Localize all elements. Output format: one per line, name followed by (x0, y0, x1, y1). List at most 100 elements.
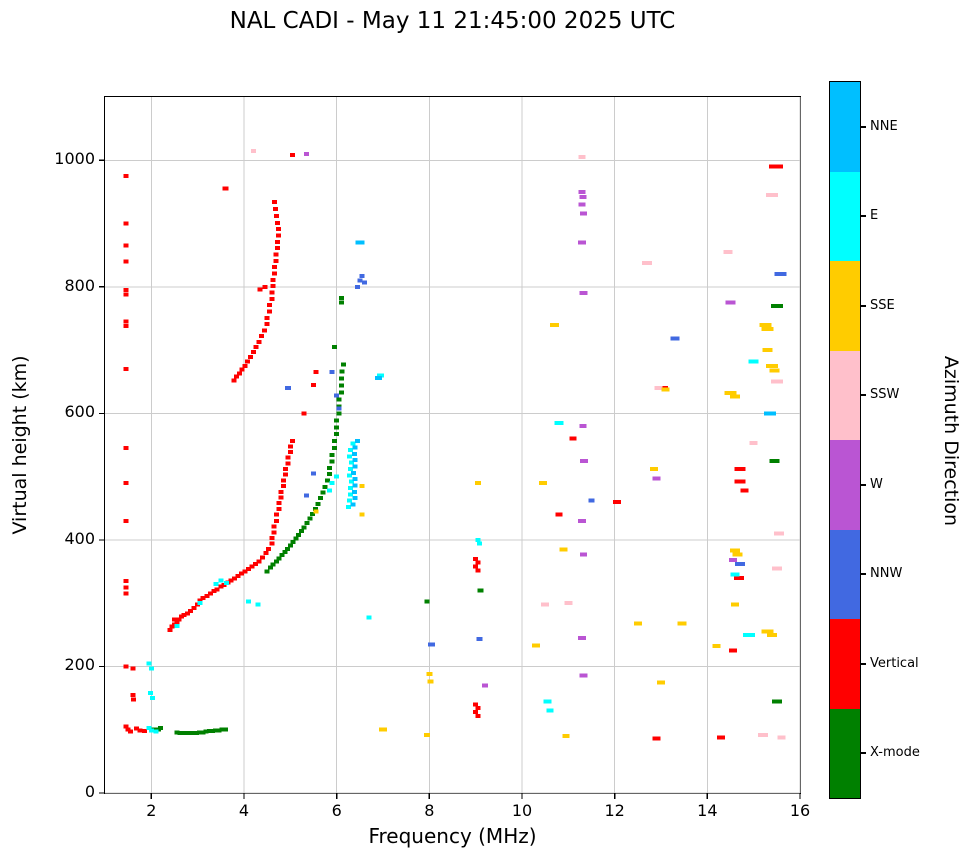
data-point-E (730, 572, 740, 577)
data-point-W (580, 211, 588, 216)
data-point-NNE (351, 451, 357, 456)
data-point-X-mode (317, 496, 323, 501)
data-point-X-mode (187, 730, 193, 735)
data-point-Vertical (127, 729, 133, 734)
data-point-X-mode (769, 458, 780, 463)
data-point-E (348, 467, 354, 472)
data-point-X-mode (331, 446, 337, 451)
data-point-SSE (759, 322, 772, 327)
data-point-Vertical (272, 265, 278, 270)
data-point-Vertical (313, 370, 319, 375)
data-point-E (377, 373, 385, 378)
data-point-Vertical (274, 220, 280, 225)
x-tick-label-14: 14 (697, 801, 718, 820)
data-point-Vertical (235, 573, 241, 578)
data-point-Vertical (717, 735, 726, 740)
data-point-X-mode (322, 484, 328, 489)
data-point-Vertical (228, 578, 234, 583)
data-point-E (218, 578, 224, 583)
data-point-NNW (355, 284, 361, 289)
data-point-X-mode (174, 730, 180, 735)
data-point-X-mode (200, 730, 206, 735)
data-point-Vertical (123, 367, 129, 372)
x-tick-label-12: 12 (604, 801, 625, 820)
data-point-SSW (723, 250, 733, 255)
data-point-SSE (650, 467, 659, 472)
data-point-Vertical (264, 322, 270, 327)
colorbar-segment-SSW (830, 350, 860, 440)
data-point-Vertical (222, 186, 229, 191)
y-tick-label-800: 800 (64, 275, 95, 295)
data-point-Vertical (283, 472, 289, 477)
data-point-Vertical (269, 536, 275, 541)
data-point-Vertical (272, 271, 278, 276)
data-point-Vertical (274, 246, 280, 251)
colorbar-category-label-SSE: SSE (870, 297, 895, 313)
data-point-Vertical (200, 596, 206, 601)
data-point-X-mode (329, 453, 335, 458)
data-point-Vertical (181, 613, 187, 618)
data-point-SSE (761, 629, 774, 634)
data-point-Vertical (475, 713, 481, 718)
data-point-Vertical (211, 589, 217, 594)
data-point-Vertical (246, 567, 252, 572)
colorbar-tick (861, 304, 866, 307)
data-point-SSW (250, 148, 256, 153)
data-point-X-mode (193, 730, 199, 735)
data-point-Vertical (285, 455, 291, 460)
data-point-Vertical (123, 518, 129, 523)
data-point-Vertical (259, 334, 265, 339)
data-point-NNE (352, 483, 358, 488)
data-point-X-mode (270, 562, 276, 567)
chart-title: NAL CADI - May 11 21:45:00 2025 UTC (229, 8, 676, 34)
data-point-SSW (757, 732, 768, 737)
data-point-Vertical (276, 501, 282, 506)
data-point-X-mode (315, 501, 321, 506)
data-point-E (148, 666, 154, 671)
data-point-E (255, 602, 261, 607)
data-point-Vertical (273, 213, 279, 218)
data-point-SSE (677, 621, 687, 626)
data-point-W (578, 189, 586, 194)
data-point-Vertical (311, 382, 316, 387)
data-point-W (579, 424, 587, 429)
data-point-X-mode (312, 506, 318, 511)
data-point-Vertical (131, 697, 137, 702)
colorbar-segment-NNE (830, 82, 860, 172)
data-point-NNE (763, 411, 776, 416)
data-point-E (748, 359, 759, 364)
data-point-X-mode (331, 439, 337, 444)
data-point-W (304, 151, 310, 156)
data-point-SSE (633, 621, 642, 626)
data-point-SSE (724, 391, 737, 396)
data-point-Vertical (273, 252, 279, 257)
data-point-E (153, 729, 159, 734)
data-point-Vertical (123, 591, 129, 596)
data-point-Vertical (768, 164, 783, 169)
data-point-SSW (774, 531, 785, 536)
data-point-NNE (374, 375, 382, 380)
data-point-Vertical (123, 664, 129, 669)
data-point-Vertical (269, 541, 275, 546)
data-point-E (348, 460, 354, 465)
data-point-Vertical (247, 355, 253, 360)
data-point-Vertical (239, 367, 245, 372)
data-point-X-mode (279, 553, 285, 558)
colorbar (829, 81, 861, 799)
data-point-X-mode (304, 520, 310, 525)
data-point-E (149, 696, 155, 701)
data-point-X-mode (282, 549, 288, 554)
data-point-E (347, 498, 353, 503)
data-point-SSW (564, 601, 573, 606)
data-point-SSE (531, 643, 540, 648)
data-point-NNW (336, 406, 342, 411)
data-point-SSW (777, 735, 786, 740)
data-point-Vertical (270, 277, 276, 282)
data-point-Vertical (270, 284, 276, 289)
data-point-Vertical (191, 606, 197, 611)
data-point-E (476, 541, 482, 546)
data-point-X-mode (290, 539, 296, 544)
data-point-Vertical (234, 374, 240, 379)
data-point-Vertical (269, 296, 275, 301)
data-point-E (347, 454, 353, 459)
